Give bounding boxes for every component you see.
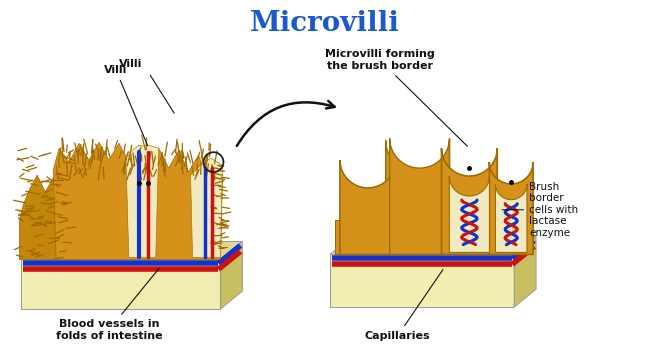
Polygon shape [340, 160, 396, 255]
Polygon shape [220, 242, 242, 309]
Polygon shape [385, 140, 449, 255]
Text: Brush
border
cells with
lactase
enzyme: Brush border cells with lactase enzyme [502, 181, 578, 238]
Polygon shape [390, 138, 449, 255]
Polygon shape [449, 176, 489, 252]
Polygon shape [190, 158, 222, 257]
Polygon shape [21, 242, 242, 260]
Text: Villi: Villi [104, 65, 148, 146]
Polygon shape [340, 160, 396, 255]
Polygon shape [489, 162, 533, 255]
Text: Blood vessels in
folds of intestine: Blood vessels in folds of intestine [56, 269, 162, 341]
Polygon shape [330, 237, 536, 255]
Polygon shape [335, 220, 514, 255]
Polygon shape [53, 142, 222, 260]
Polygon shape [21, 260, 220, 309]
Text: Capillaries: Capillaries [365, 270, 443, 341]
Text: Microvilli: Microvilli [250, 10, 400, 37]
Polygon shape [441, 148, 497, 255]
FancyArrowPatch shape [237, 101, 335, 146]
Text: Villi: Villi [119, 59, 142, 69]
Polygon shape [495, 184, 527, 252]
Polygon shape [126, 145, 159, 257]
Polygon shape [330, 255, 514, 307]
Text: Microvilli forming
the brush border: Microvilli forming the brush border [325, 49, 467, 146]
Polygon shape [514, 237, 536, 307]
Polygon shape [20, 175, 76, 260]
